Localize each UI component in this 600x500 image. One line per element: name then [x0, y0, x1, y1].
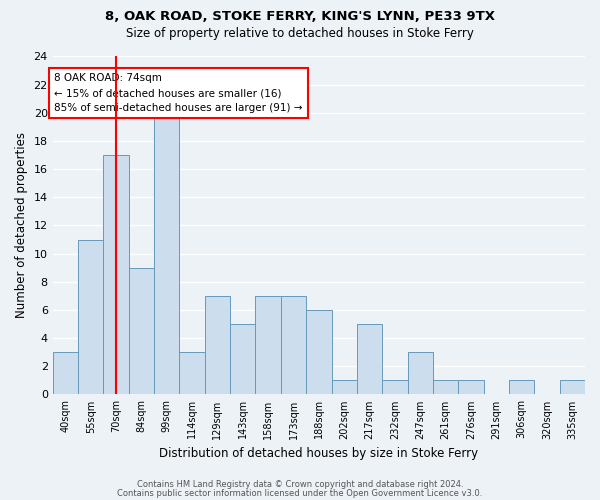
Bar: [509, 380, 535, 394]
Y-axis label: Number of detached properties: Number of detached properties: [15, 132, 28, 318]
Bar: [103, 155, 129, 394]
Bar: [179, 352, 205, 395]
Bar: [154, 113, 179, 394]
Bar: [332, 380, 357, 394]
Bar: [281, 296, 306, 394]
Bar: [78, 240, 103, 394]
Bar: [53, 352, 78, 395]
Text: Size of property relative to detached houses in Stoke Ferry: Size of property relative to detached ho…: [126, 28, 474, 40]
Bar: [357, 324, 382, 394]
X-axis label: Distribution of detached houses by size in Stoke Ferry: Distribution of detached houses by size …: [159, 447, 478, 460]
Bar: [230, 324, 256, 394]
Bar: [458, 380, 484, 394]
Text: 8 OAK ROAD: 74sqm
← 15% of detached houses are smaller (16)
85% of semi-detached: 8 OAK ROAD: 74sqm ← 15% of detached hous…: [54, 74, 302, 113]
Bar: [306, 310, 332, 394]
Bar: [407, 352, 433, 395]
Text: Contains public sector information licensed under the Open Government Licence v3: Contains public sector information licen…: [118, 488, 482, 498]
Bar: [433, 380, 458, 394]
Bar: [205, 296, 230, 394]
Bar: [129, 268, 154, 394]
Bar: [382, 380, 407, 394]
Bar: [256, 296, 281, 394]
Bar: [560, 380, 585, 394]
Text: 8, OAK ROAD, STOKE FERRY, KING'S LYNN, PE33 9TX: 8, OAK ROAD, STOKE FERRY, KING'S LYNN, P…: [105, 10, 495, 23]
Text: Contains HM Land Registry data © Crown copyright and database right 2024.: Contains HM Land Registry data © Crown c…: [137, 480, 463, 489]
